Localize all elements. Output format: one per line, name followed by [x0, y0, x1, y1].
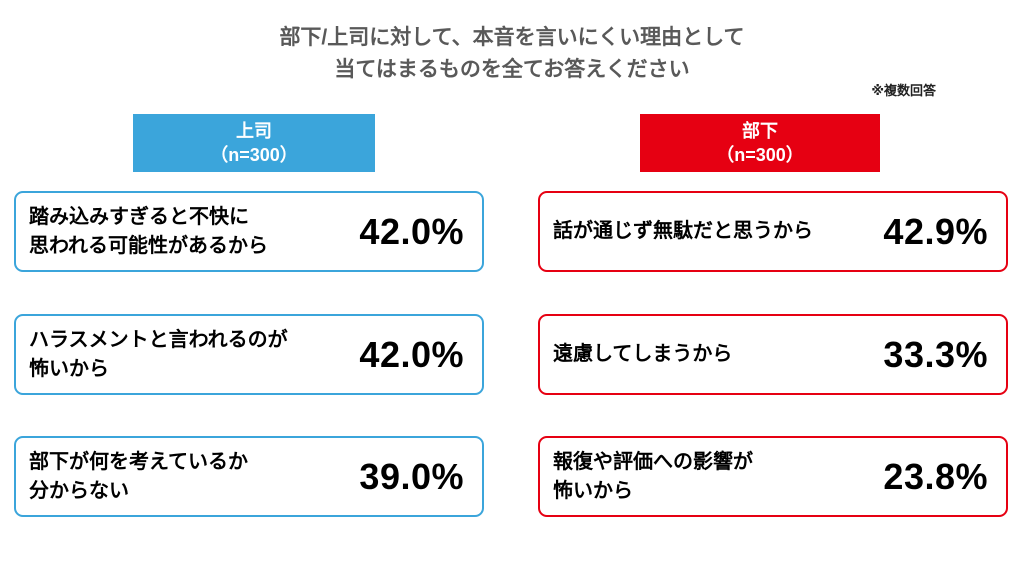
percentage-value-boss-2: 42.0%: [359, 333, 464, 375]
reason-card-subordinate-1: 話が通じず無駄だと思うから 42.9%: [538, 191, 1008, 272]
chart-title: 部下/上司に対して、本音を言いにくい理由として 当てはまるものを全てお答えくださ…: [0, 22, 1024, 85]
reason-text-boss-2: ハラスメントと言われるのが 怖いから: [29, 328, 288, 380]
percentage-value-subordinate-3: 23.8%: [883, 455, 988, 497]
reason-card-boss-3: 部下が何を考えているか 分からない 39.0%: [14, 436, 484, 517]
group-header-subordinate: 部下 （n=300）: [640, 114, 880, 172]
group-sample-size-subordinate: （n=300）: [716, 145, 804, 165]
percentage-value-subordinate-1: 42.9%: [883, 210, 988, 252]
reason-card-subordinate-3: 報復や評価への影響が 怖いから 23.8%: [538, 436, 1008, 517]
reason-text-subordinate-2: 遠慮してしまうから: [553, 343, 733, 365]
reason-card-boss-2: ハラスメントと言われるのが 怖いから 42.0%: [14, 314, 484, 395]
group-sample-size-boss: （n=300）: [210, 145, 298, 165]
reason-card-boss-1: 踏み込みすぎると不快に 思われる可能性があるから 42.0%: [14, 191, 484, 272]
group-label-subordinate: 部下: [742, 120, 778, 141]
reason-text-subordinate-1: 話が通じず無駄だと思うから: [553, 220, 813, 242]
percentage-value-boss-1: 42.0%: [359, 210, 464, 252]
group-header-boss: 上司 （n=300）: [133, 114, 375, 172]
reason-text-boss-1: 踏み込みすぎると不快に 思われる可能性があるから: [29, 205, 268, 257]
reason-text-boss-3: 部下が何を考えているか 分からない: [29, 450, 248, 502]
chart-title-line2: 当てはまるものを全てお答えください: [334, 57, 690, 81]
reason-card-subordinate-2: 遠慮してしまうから 33.3%: [538, 314, 1008, 395]
multiple-answers-note: ※複数回答: [871, 83, 936, 98]
percentage-value-boss-3: 39.0%: [359, 455, 464, 497]
chart-title-line1: 部下/上司に対して、本音を言いにくい理由として: [279, 26, 745, 49]
reason-text-subordinate-3: 報復や評価への影響が 怖いから: [553, 450, 753, 502]
percentage-value-subordinate-2: 33.3%: [883, 333, 988, 375]
group-label-boss: 上司: [236, 120, 272, 141]
